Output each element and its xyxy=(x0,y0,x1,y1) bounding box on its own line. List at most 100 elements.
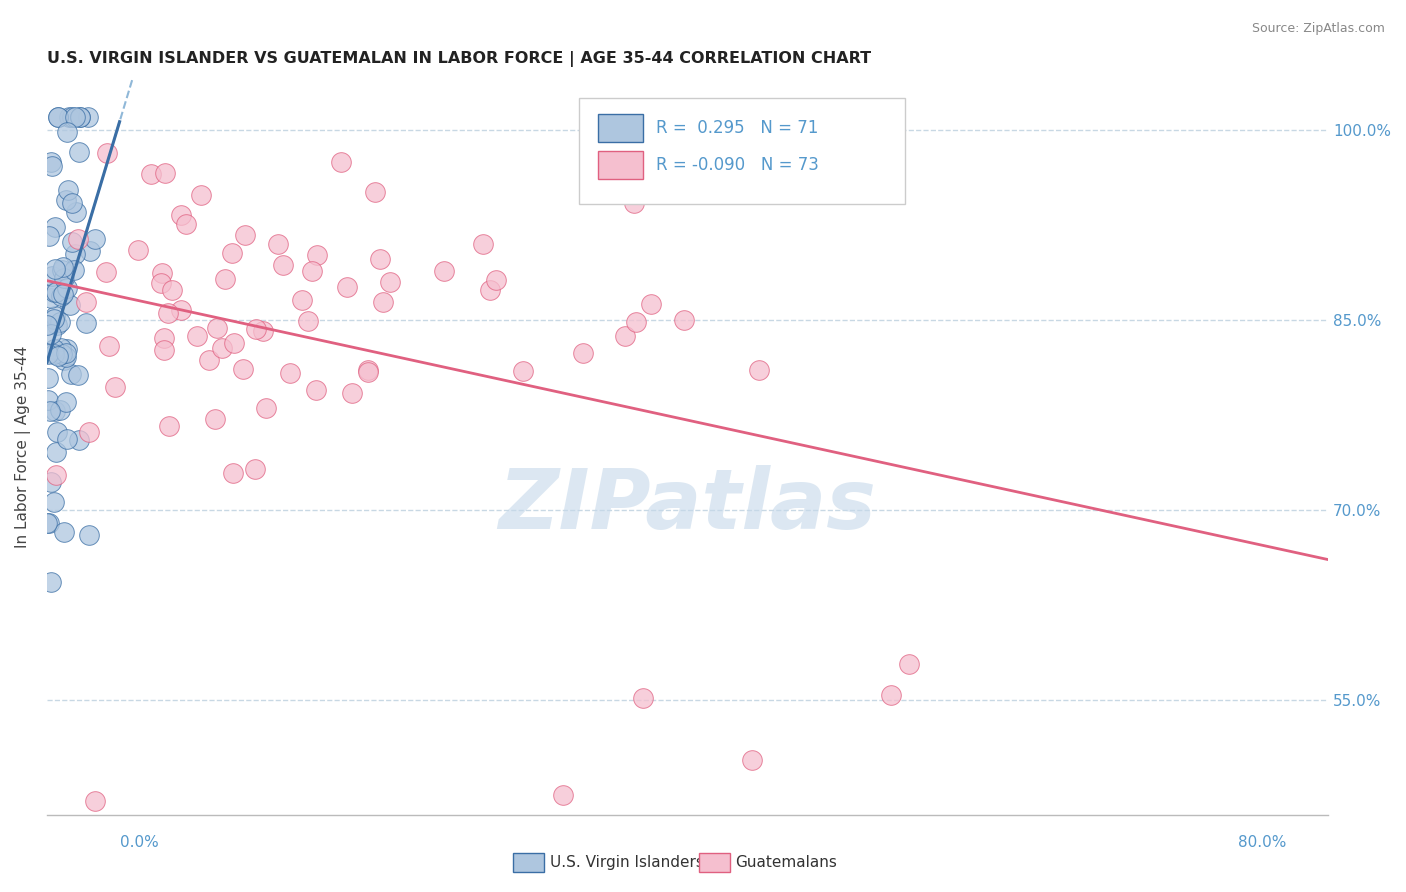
Text: ZIPatlas: ZIPatlas xyxy=(499,466,876,546)
Point xyxy=(48,403,70,417)
Point xyxy=(512,363,534,377)
Point xyxy=(38,229,60,244)
Point xyxy=(37,516,59,530)
Point xyxy=(301,264,323,278)
Point xyxy=(37,347,59,361)
Text: U.S. VIRGIN ISLANDER VS GUATEMALAN IN LABOR FORCE | AGE 35-44 CORRELATION CHART: U.S. VIRGIN ISLANDER VS GUATEMALAN IN LA… xyxy=(46,51,872,67)
Point xyxy=(127,244,149,258)
Point xyxy=(44,342,66,356)
Text: 0.0%: 0.0% xyxy=(120,836,159,850)
Point xyxy=(640,297,662,311)
Point xyxy=(305,248,328,262)
Point xyxy=(75,316,97,330)
Point xyxy=(77,425,100,439)
Point xyxy=(42,285,65,300)
Text: 80.0%: 80.0% xyxy=(1239,836,1286,850)
Point xyxy=(170,208,193,222)
Point xyxy=(356,365,378,379)
Point xyxy=(84,232,107,246)
Point xyxy=(79,244,101,258)
Point xyxy=(56,281,79,295)
Point xyxy=(45,445,67,459)
Point xyxy=(97,339,120,353)
Point xyxy=(39,404,62,418)
Point xyxy=(77,111,100,125)
Point xyxy=(204,412,226,426)
Point xyxy=(267,237,290,252)
Point xyxy=(291,293,314,308)
Point xyxy=(45,285,67,299)
Point xyxy=(672,313,695,327)
Point xyxy=(162,283,184,297)
Point xyxy=(67,232,90,246)
Point xyxy=(614,329,637,343)
Point xyxy=(65,111,87,125)
Point xyxy=(37,393,59,408)
Point xyxy=(55,432,77,446)
Point xyxy=(198,353,221,368)
Point xyxy=(42,312,65,326)
Y-axis label: In Labor Force | Age 35-44: In Labor Force | Age 35-44 xyxy=(15,346,31,549)
Point xyxy=(39,155,62,169)
Point xyxy=(153,343,176,357)
Point xyxy=(69,111,91,125)
Point xyxy=(60,196,83,211)
Point xyxy=(378,275,401,289)
Point xyxy=(233,227,256,242)
Point xyxy=(364,185,387,199)
Point xyxy=(190,187,212,202)
Point xyxy=(186,328,208,343)
Point xyxy=(243,462,266,476)
Point xyxy=(51,347,73,361)
Point xyxy=(205,320,228,334)
Point xyxy=(51,262,73,277)
Point xyxy=(472,236,495,251)
Point xyxy=(170,302,193,317)
Point xyxy=(479,283,502,297)
Point xyxy=(44,404,66,418)
Point xyxy=(484,273,506,287)
Point xyxy=(433,264,456,278)
Point xyxy=(38,516,60,531)
Point xyxy=(39,575,62,590)
Point xyxy=(44,310,66,324)
Point xyxy=(46,111,69,125)
Point xyxy=(63,262,86,277)
Point xyxy=(157,306,180,320)
Point xyxy=(371,294,394,309)
Point xyxy=(39,326,62,341)
Point xyxy=(254,401,277,415)
Point xyxy=(77,528,100,542)
Point xyxy=(48,349,70,363)
Point xyxy=(898,657,921,671)
Point xyxy=(84,794,107,808)
Text: Guatemalans: Guatemalans xyxy=(735,855,837,870)
Point xyxy=(52,287,75,301)
Point xyxy=(56,342,79,356)
Point xyxy=(55,350,77,364)
Point xyxy=(150,266,173,280)
Point xyxy=(221,246,243,260)
FancyBboxPatch shape xyxy=(598,114,643,142)
Point xyxy=(153,166,176,180)
Point xyxy=(49,341,72,355)
Point xyxy=(58,111,80,125)
Point xyxy=(222,336,245,351)
Point xyxy=(37,318,59,332)
Point xyxy=(51,288,73,302)
Point xyxy=(46,111,69,125)
Point xyxy=(335,280,357,294)
Point xyxy=(330,154,353,169)
Point xyxy=(174,217,197,231)
Point xyxy=(232,361,254,376)
Point xyxy=(340,386,363,401)
Point xyxy=(624,315,647,329)
Point xyxy=(96,146,118,161)
Point xyxy=(245,322,267,336)
Point xyxy=(553,789,575,803)
Point xyxy=(44,220,66,235)
Text: Source: ZipAtlas.com: Source: ZipAtlas.com xyxy=(1251,22,1385,36)
Point xyxy=(60,235,83,250)
Point xyxy=(278,366,301,380)
Point xyxy=(252,324,274,338)
